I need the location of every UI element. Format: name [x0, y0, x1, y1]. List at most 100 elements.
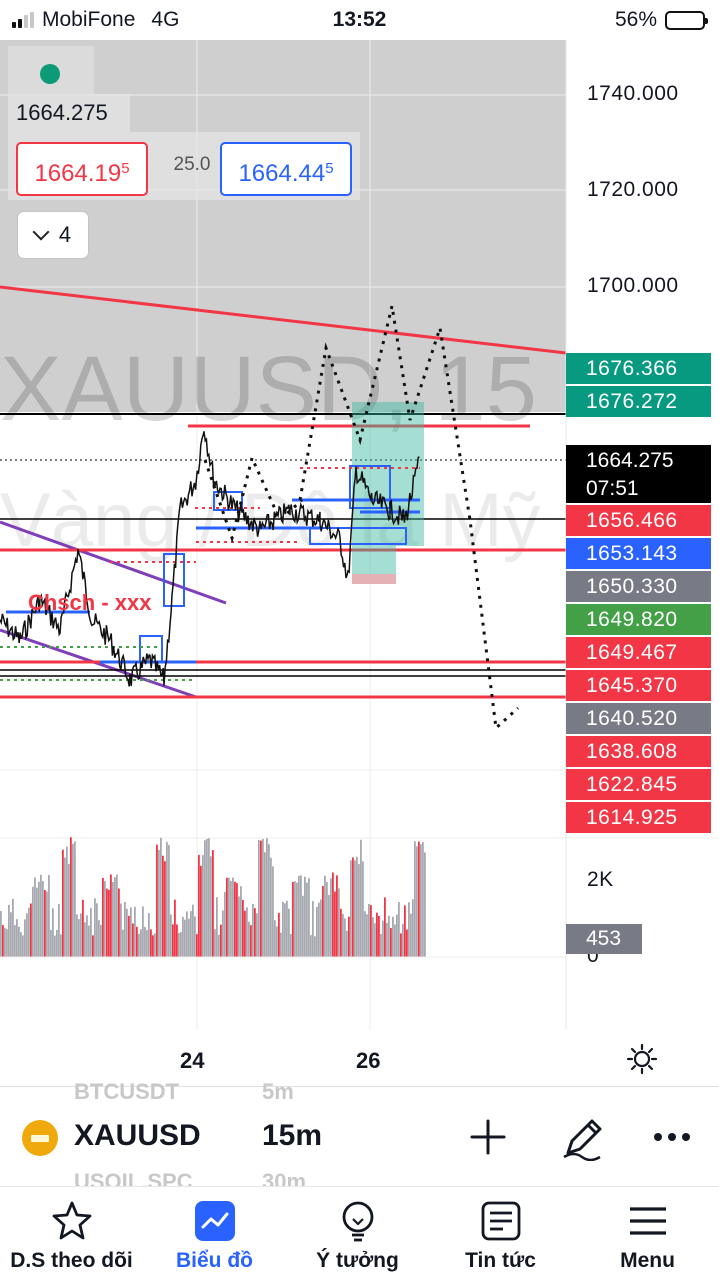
volume-bar [148, 913, 150, 957]
volume-bar [260, 840, 262, 957]
chart-canvas[interactable]: XAUUSD, 15 Vàng / Đô la Mỹ [0, 40, 719, 1086]
volume-bar [216, 897, 218, 957]
volume-bar [74, 841, 76, 957]
volume-bar [412, 899, 414, 957]
volume-bar [350, 860, 352, 957]
tab-chart[interactable]: Biểu đồ [143, 1187, 286, 1281]
tab-news[interactable]: Tin tức [429, 1187, 572, 1281]
volume-bar [174, 899, 176, 957]
volume-bar [258, 839, 260, 957]
volume-bar [334, 891, 336, 957]
volume-bar [2, 925, 4, 957]
tab-label: D.S theo dõi [10, 1249, 133, 1272]
volume-bar [196, 934, 198, 957]
volume-bar [290, 933, 292, 957]
volume-bar [246, 907, 248, 957]
volume-bar [344, 918, 346, 957]
indicators-toggle-button[interactable]: 4 [18, 212, 88, 258]
volume-bar [36, 887, 38, 957]
sell-button[interactable]: 1664.195 [16, 142, 148, 196]
volume-bar [206, 838, 208, 957]
market-status[interactable] [8, 46, 94, 94]
volume-bar [134, 906, 136, 957]
volume-bar [326, 882, 328, 957]
tab-label: Ý tưởng [316, 1249, 399, 1272]
symbol-selector[interactable]: XAUUSD [74, 1119, 201, 1152]
volume-bar [140, 929, 142, 957]
volume-bar [56, 929, 58, 957]
clock: 13:52 [332, 8, 387, 31]
tab-label: Menu [620, 1249, 675, 1272]
volume-bar [240, 886, 242, 957]
buy-button[interactable]: 1664.445 [220, 142, 352, 196]
volume-bar [300, 875, 302, 957]
volume-bar [394, 924, 396, 957]
tab-menu[interactable]: Menu [576, 1187, 719, 1281]
carrier-info: MobiFone 4G [12, 8, 179, 32]
volume-bar [112, 882, 114, 957]
volume-bar [296, 882, 298, 957]
volume-bar [190, 911, 192, 957]
tab-watchlist[interactable]: D.S theo dõi [0, 1187, 143, 1281]
volume-bar [4, 927, 6, 957]
volume-bar [400, 933, 402, 957]
signal-icon [12, 12, 34, 28]
volume-bar [138, 933, 140, 957]
blue-levels [6, 498, 420, 664]
volume-bar [390, 928, 392, 957]
price-label: 1614.925 [566, 802, 711, 833]
news-icon [481, 1201, 520, 1241]
volume-bar [374, 923, 376, 957]
volume-value-label: 453 [566, 924, 642, 954]
volume-bar [312, 901, 314, 957]
menu-icon [629, 1207, 666, 1235]
volume-bar [44, 890, 46, 957]
volume-bar [408, 902, 410, 957]
volume-bar [356, 856, 358, 957]
volume-bar [282, 901, 284, 957]
projection-path-early [203, 453, 304, 544]
volume-bar [104, 881, 106, 957]
volume-bar [22, 935, 24, 957]
timeframe-selector[interactable]: 15m [262, 1119, 323, 1152]
bar-countdown: 07:51 [586, 477, 639, 500]
current-price: 1664.275 [586, 449, 674, 472]
drawing-tool-icon[interactable] [560, 1113, 606, 1161]
volume-bar [362, 861, 364, 957]
volume-bar [66, 846, 68, 957]
more-options-icon[interactable] [652, 1127, 692, 1147]
position-profit-zone [352, 402, 424, 546]
volume-bar [366, 914, 368, 957]
volume-bar [88, 925, 90, 957]
tab-ideas[interactable]: Ý tưởng [286, 1187, 429, 1281]
volume-bar [52, 908, 54, 957]
volume-bar [60, 934, 62, 957]
volume-bar [130, 907, 132, 957]
battery-percent: 56% [614, 8, 657, 31]
volume-bar [384, 897, 386, 957]
volume-bar [264, 852, 266, 957]
volume-bar [48, 874, 50, 957]
volume-bar [318, 902, 320, 957]
add-icon[interactable] [468, 1117, 508, 1157]
volume-bar [156, 844, 158, 957]
spread-value: 25.0 [173, 154, 211, 175]
volume-bar [210, 856, 212, 957]
volume-bar [234, 881, 236, 957]
volume-bar [320, 899, 322, 957]
volume-bar [42, 881, 44, 957]
chart-area[interactable]: XAUUSD, 15 Vàng / Đô la Mỹ [0, 40, 719, 1086]
volume-bar [314, 936, 316, 957]
volume-bar [198, 854, 200, 957]
symbol-watermark: XAUUSD, 15 [0, 338, 537, 440]
volume-bar [420, 844, 422, 957]
price-label: 1653.143 [566, 538, 711, 569]
axis-price-label: 1700.000 [587, 274, 679, 297]
volume-bar [386, 923, 388, 957]
chart-settings-icon[interactable] [626, 1043, 658, 1075]
volume-bar [352, 857, 354, 957]
volume-bar [170, 914, 172, 957]
volume-bar [406, 929, 408, 957]
volume-bar [402, 923, 404, 957]
carrier-name: MobiFone [42, 8, 136, 31]
